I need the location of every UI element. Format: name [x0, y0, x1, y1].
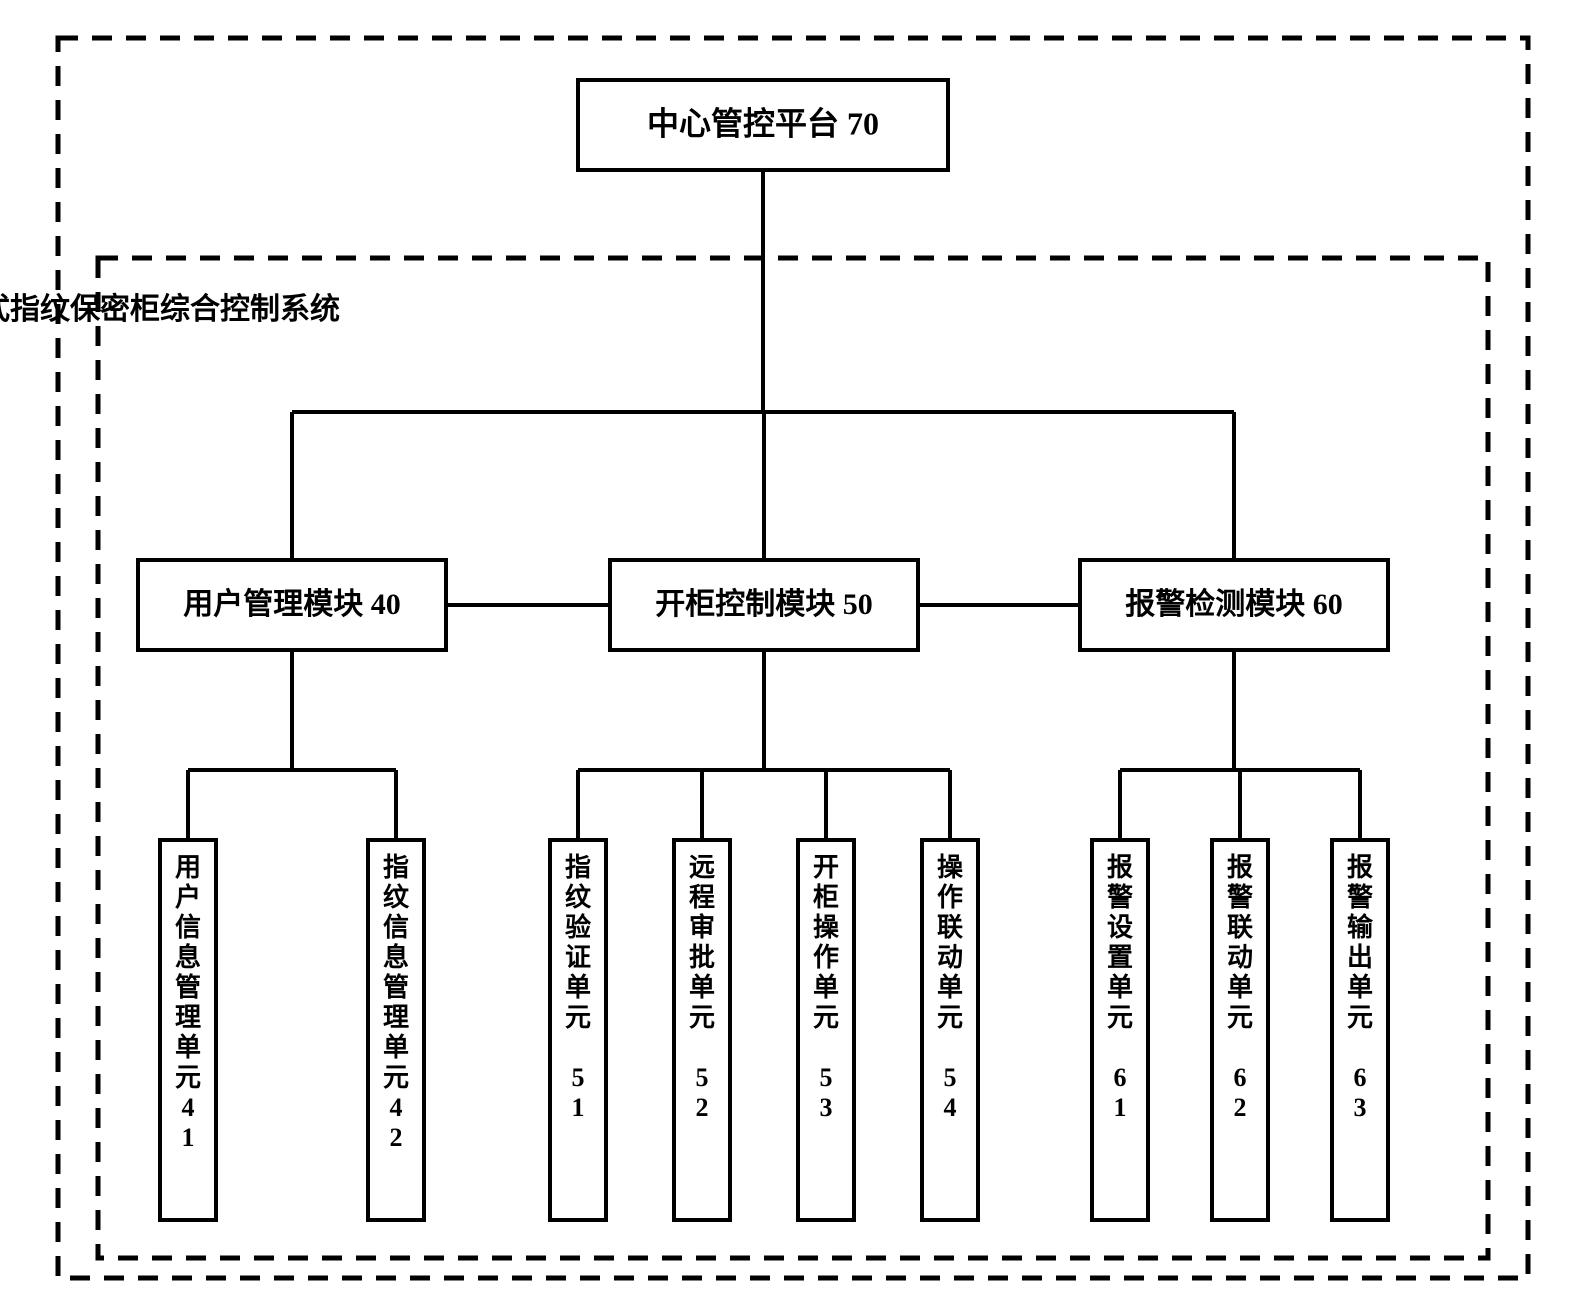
- svg-text:用户管理模块 40: 用户管理模块 40: [183, 588, 401, 621]
- svg-text:报警检测模块 60: 报警检测模块 60: [1125, 587, 1343, 621]
- svg-text:开柜控制模块 50: 开柜控制模块 50: [655, 588, 873, 621]
- inner-frame-title: 直立式指纹保密柜综合控制系统: [0, 292, 340, 326]
- svg-text:中心管控平台 70: 中心管控平台 70: [647, 105, 879, 141]
